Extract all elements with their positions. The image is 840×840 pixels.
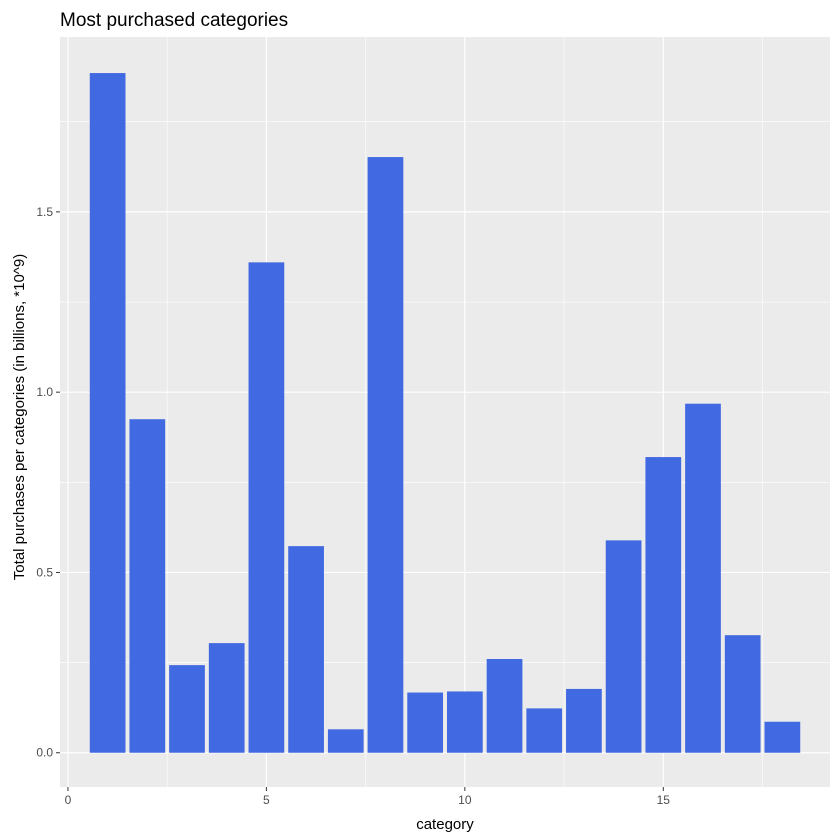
bar-category-3 [169,665,205,753]
bar-category-4 [208,643,245,753]
x-tick-label: 0 [65,793,72,807]
y-tick-label: 1.0 [36,385,53,399]
bar-category-10 [446,691,483,753]
y-tick-label: 1.5 [36,205,53,219]
bar-category-5 [248,262,285,753]
bar-category-16 [685,403,721,753]
bar-category-6 [288,546,324,753]
bar-category-11 [486,658,523,753]
bar-category-13 [566,688,602,753]
chart-title: Most purchased categories [60,10,288,31]
bar-category-1 [89,73,126,753]
bar-category-2 [129,419,166,753]
bar-category-17 [724,635,761,753]
bar-category-8 [367,157,404,753]
x-axis: 0 5 10 15 [65,787,671,807]
bars [89,73,801,753]
x-tick-label: 10 [458,793,472,807]
bar-category-9 [407,692,444,753]
y-axis-title: Total purchases per categories (in billi… [11,254,28,580]
y-tick-label: 0.5 [36,565,53,579]
bar-category-12 [526,708,563,753]
x-tick-label: 15 [657,793,671,807]
bar-category-7 [327,729,364,753]
x-tick-label: 5 [263,793,270,807]
y-tick-label: 0.0 [36,746,53,760]
bar-category-15 [645,457,682,753]
bar-category-14 [605,540,642,753]
x-axis-title: category [416,816,474,833]
y-axis: 0.0 0.5 1.0 1.5 [36,205,60,760]
bar-category-18 [764,721,801,753]
